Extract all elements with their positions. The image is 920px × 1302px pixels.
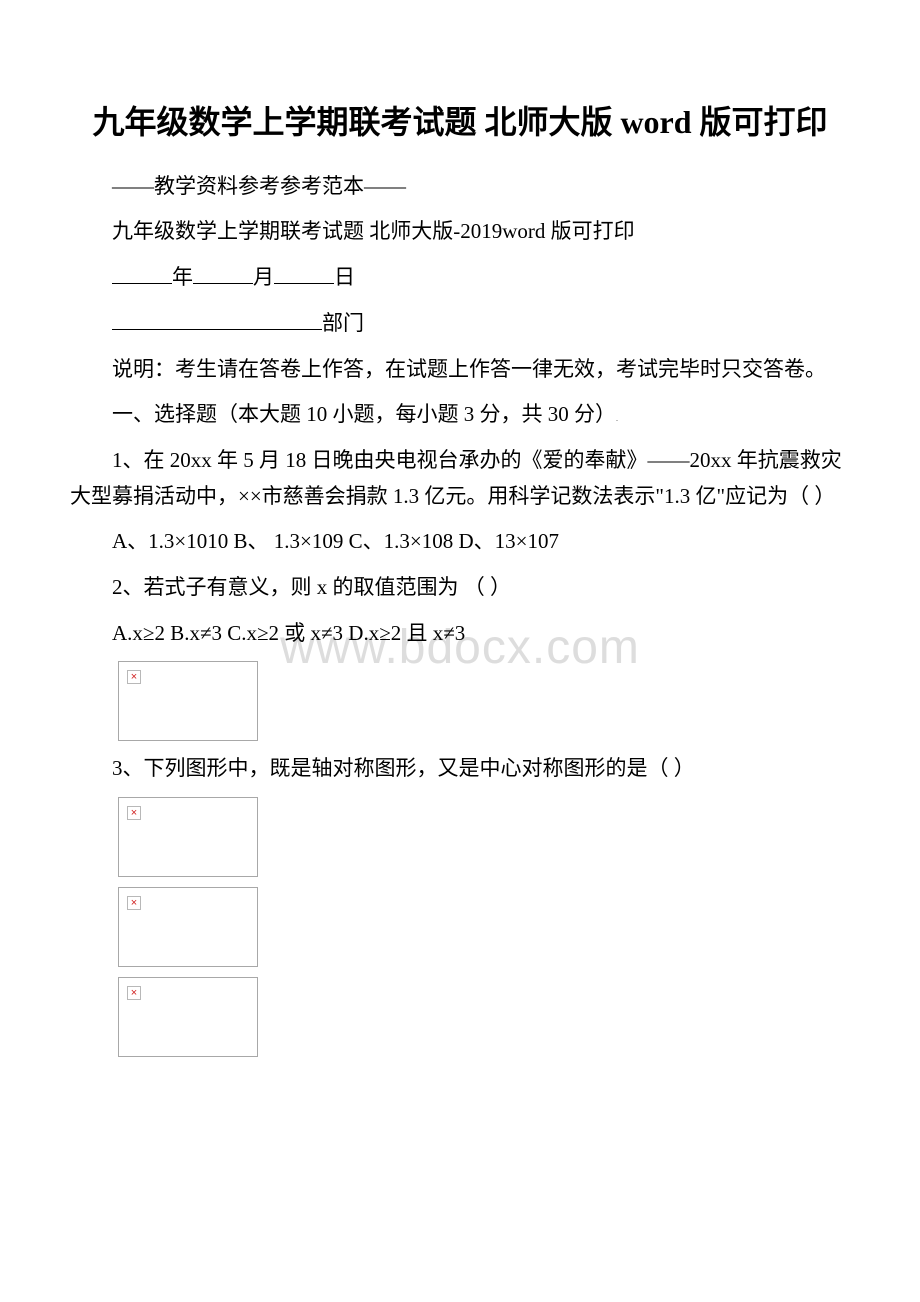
broken-image-icon: × [127,986,141,1000]
header-note: ——教学资料参考参考范本—— [70,169,850,205]
broken-image-icon: × [127,896,141,910]
year-label: 年 [172,265,193,289]
tiny-mark: . [616,414,618,423]
section-1-title: 一、选择题（本大题 10 小题，每小题 3 分，共 30 分）. [70,397,850,433]
question-2: 2、若式子有意义，则 x 的取值范围为 （ ） [70,570,850,606]
date-line: 年月日 [70,260,850,296]
broken-image-icon: × [127,670,141,684]
dept-blank [112,307,322,330]
question-1-options: A、1.3×1010 B、 1.3×109 C、1.3×108 D、13×107 [70,524,850,560]
year-blank [112,261,172,284]
month-label: 月 [253,265,274,289]
document-page: 九年级数学上学期联考试题 北师大版 word 版可打印 ——教学资料参考参考范本… [0,0,920,1107]
broken-image-placeholder: × [118,887,258,967]
dept-label: 部门 [322,311,364,335]
subtitle: 九年级数学上学期联考试题 北师大版-2019word 版可打印 [70,214,850,250]
instructions: 说明：考生请在答卷上作答，在试题上作答一律无效，考试完毕时只交答卷。 [70,352,850,388]
question-2-options: A.x≥2 B.x≠3 C.x≥2 或 x≠3 D.x≥2 且 x≠3 [70,616,850,652]
broken-image-icon: × [127,806,141,820]
broken-image-placeholder: × [118,797,258,877]
day-label: 日 [334,265,355,289]
section-1-title-text: 一、选择题（本大题 10 小题，每小题 3 分，共 30 分） [112,402,616,426]
document-title: 九年级数学上学期联考试题 北师大版 word 版可打印 [70,100,850,145]
question-1: 1、在 20xx 年 5 月 18 日晚由央电视台承办的《爱的奉献》——20xx… [70,443,850,514]
broken-image-placeholder: × [118,661,258,741]
broken-image-placeholder: × [118,977,258,1057]
month-blank [193,261,253,284]
dept-line: 部门 [70,306,850,342]
day-blank [274,261,334,284]
question-3: 3、下列图形中，既是轴对称图形，又是中心对称图形的是（ ） [70,751,850,787]
